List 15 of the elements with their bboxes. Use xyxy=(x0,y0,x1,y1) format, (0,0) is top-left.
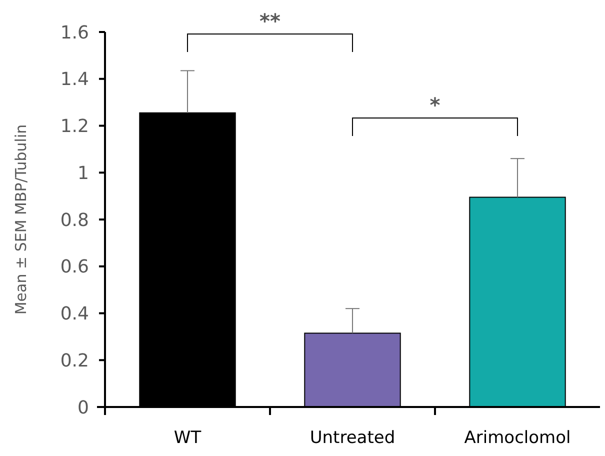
annotation: ** xyxy=(260,9,281,33)
y-tick-label: 0 xyxy=(78,397,89,418)
y-tick-label: 0.2 xyxy=(60,350,89,372)
y-tick-label: 1.4 xyxy=(60,69,89,90)
y-tick-label: 0.8 xyxy=(60,210,89,231)
y-tick-label: 0.6 xyxy=(60,256,89,278)
y-tick-label: 1.6 xyxy=(60,22,89,44)
x-tick-label: Arimoclomol xyxy=(464,428,571,448)
x-tick-label: WT xyxy=(174,428,202,448)
y-tick-label: 0.4 xyxy=(60,304,89,325)
annotation: * xyxy=(430,93,441,117)
y-tick-label: 1 xyxy=(78,162,89,184)
y-tick-label: 1.2 xyxy=(60,116,89,138)
y-axis-title: Mean ± SEM MBP/Tubulin xyxy=(12,124,30,315)
x-tick-label: Untreated xyxy=(310,428,396,448)
